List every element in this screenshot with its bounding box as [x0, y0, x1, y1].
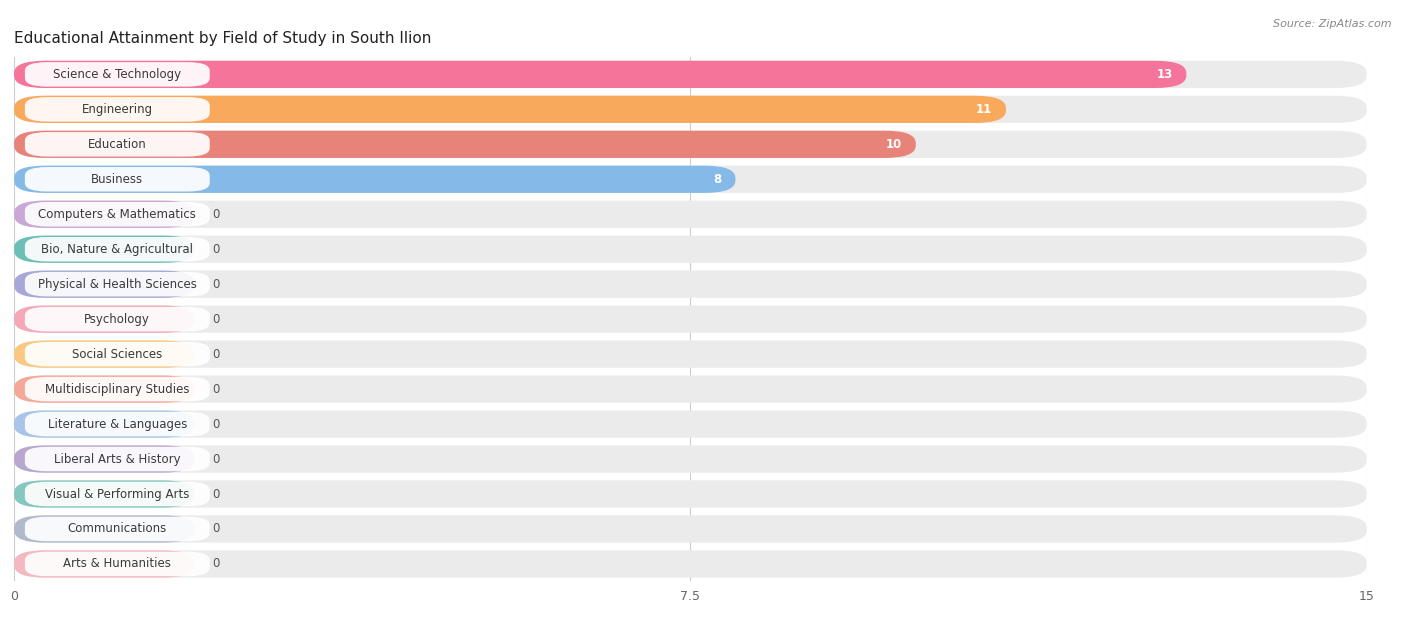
- FancyBboxPatch shape: [14, 410, 194, 438]
- Text: Education: Education: [89, 138, 146, 151]
- FancyBboxPatch shape: [14, 480, 194, 507]
- FancyBboxPatch shape: [14, 480, 1367, 507]
- Text: 0: 0: [212, 382, 219, 396]
- Text: 0: 0: [212, 277, 219, 291]
- FancyBboxPatch shape: [25, 447, 209, 471]
- FancyBboxPatch shape: [14, 446, 194, 473]
- FancyBboxPatch shape: [14, 410, 1367, 438]
- FancyBboxPatch shape: [14, 166, 1367, 193]
- Text: Engineering: Engineering: [82, 103, 153, 116]
- Text: Bio, Nature & Agricultural: Bio, Nature & Agricultural: [41, 243, 193, 256]
- Text: Educational Attainment by Field of Study in South Ilion: Educational Attainment by Field of Study…: [14, 31, 432, 46]
- Text: Communications: Communications: [67, 523, 167, 535]
- Text: 10: 10: [886, 138, 903, 151]
- Text: 11: 11: [976, 103, 993, 116]
- FancyBboxPatch shape: [25, 167, 209, 191]
- FancyBboxPatch shape: [25, 412, 209, 436]
- Text: Science & Technology: Science & Technology: [53, 68, 181, 81]
- FancyBboxPatch shape: [25, 237, 209, 262]
- FancyBboxPatch shape: [25, 62, 209, 87]
- Text: Psychology: Psychology: [84, 313, 150, 325]
- Text: 8: 8: [714, 173, 721, 186]
- Text: 0: 0: [212, 557, 219, 571]
- FancyBboxPatch shape: [14, 131, 915, 158]
- FancyBboxPatch shape: [14, 515, 194, 543]
- Text: Social Sciences: Social Sciences: [72, 348, 163, 361]
- FancyBboxPatch shape: [25, 307, 209, 331]
- FancyBboxPatch shape: [14, 236, 1367, 263]
- Text: 0: 0: [212, 487, 219, 501]
- FancyBboxPatch shape: [25, 97, 209, 121]
- Text: Business: Business: [91, 173, 143, 186]
- FancyBboxPatch shape: [25, 482, 209, 506]
- FancyBboxPatch shape: [14, 305, 194, 333]
- Text: 0: 0: [212, 523, 219, 535]
- FancyBboxPatch shape: [25, 377, 209, 401]
- FancyBboxPatch shape: [14, 550, 1367, 578]
- Text: Source: ZipAtlas.com: Source: ZipAtlas.com: [1274, 19, 1392, 29]
- Text: 13: 13: [1157, 68, 1173, 81]
- Text: 0: 0: [212, 243, 219, 256]
- FancyBboxPatch shape: [14, 446, 1367, 473]
- Text: Literature & Languages: Literature & Languages: [48, 418, 187, 430]
- Text: 0: 0: [212, 313, 219, 325]
- FancyBboxPatch shape: [14, 341, 194, 368]
- FancyBboxPatch shape: [14, 200, 194, 228]
- FancyBboxPatch shape: [14, 61, 1187, 88]
- FancyBboxPatch shape: [14, 375, 194, 403]
- Text: Physical & Health Sciences: Physical & Health Sciences: [38, 277, 197, 291]
- FancyBboxPatch shape: [14, 236, 194, 263]
- FancyBboxPatch shape: [14, 305, 1367, 333]
- FancyBboxPatch shape: [25, 552, 209, 576]
- FancyBboxPatch shape: [25, 132, 209, 157]
- Text: 0: 0: [212, 418, 219, 430]
- FancyBboxPatch shape: [14, 375, 1367, 403]
- FancyBboxPatch shape: [14, 95, 1005, 123]
- Text: Arts & Humanities: Arts & Humanities: [63, 557, 172, 571]
- Text: 0: 0: [212, 453, 219, 466]
- FancyBboxPatch shape: [14, 95, 1367, 123]
- FancyBboxPatch shape: [25, 342, 209, 367]
- FancyBboxPatch shape: [14, 131, 1367, 158]
- Text: 0: 0: [212, 348, 219, 361]
- Text: 0: 0: [212, 208, 219, 221]
- FancyBboxPatch shape: [14, 61, 1367, 88]
- Text: Liberal Arts & History: Liberal Arts & History: [53, 453, 180, 466]
- FancyBboxPatch shape: [25, 517, 209, 541]
- FancyBboxPatch shape: [14, 270, 194, 298]
- FancyBboxPatch shape: [14, 270, 1367, 298]
- FancyBboxPatch shape: [14, 515, 1367, 543]
- Text: Multidisciplinary Studies: Multidisciplinary Studies: [45, 382, 190, 396]
- FancyBboxPatch shape: [14, 166, 735, 193]
- FancyBboxPatch shape: [14, 550, 194, 578]
- Text: Visual & Performing Arts: Visual & Performing Arts: [45, 487, 190, 501]
- FancyBboxPatch shape: [14, 200, 1367, 228]
- Text: Computers & Mathematics: Computers & Mathematics: [38, 208, 197, 221]
- FancyBboxPatch shape: [14, 341, 1367, 368]
- FancyBboxPatch shape: [25, 272, 209, 296]
- FancyBboxPatch shape: [25, 202, 209, 226]
